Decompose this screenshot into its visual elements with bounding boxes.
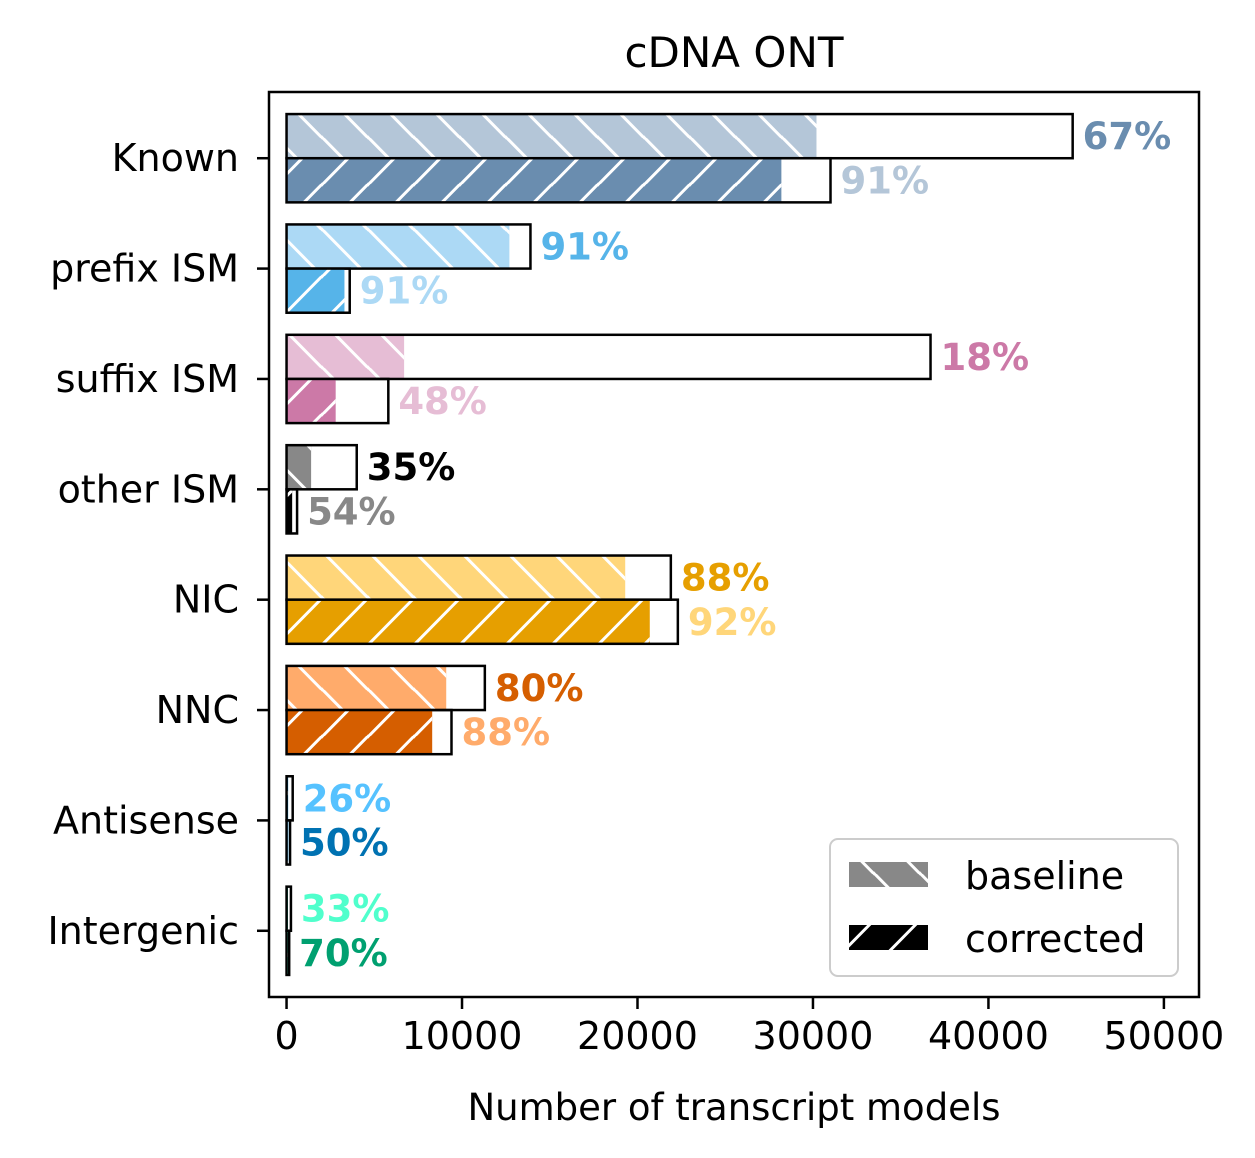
bar-hatch-prefix-ism-corrected xyxy=(286,268,345,313)
bar-hatch-nic-baseline xyxy=(286,555,626,600)
bar-outline-suffix-ism-baseline xyxy=(285,333,932,381)
pct-label-known-baseline: 67% xyxy=(1083,115,1172,158)
bar-outline-known-corrected xyxy=(285,156,832,204)
bar-nic-corrected xyxy=(285,598,680,646)
bar-outline-antisense-baseline xyxy=(285,775,294,822)
x-tick-label-30000: 30000 xyxy=(753,1014,874,1058)
pct-label-nnc-baseline: 80% xyxy=(495,667,584,710)
bar-hatch-other-ism-corrected xyxy=(286,489,293,534)
pct-label-antisense-baseline: 26% xyxy=(303,777,392,820)
bar-outline-antisense-corrected xyxy=(285,819,292,866)
pct-label-intergenic-corrected: 70% xyxy=(299,932,388,975)
pct-label-antisense-corrected: 50% xyxy=(300,821,389,864)
bar-outline-prefix-ism-baseline xyxy=(285,223,532,270)
legend-swatch-corrected xyxy=(849,925,928,950)
percentage-labels: 67%91%91%91%18%48%35%54%88%92%80%88%26%5… xyxy=(299,115,1171,975)
bar-antisense-corrected xyxy=(285,819,292,866)
y-tick-label-suffix-ism: suffix ISM xyxy=(56,357,239,401)
bar-other-ism-baseline xyxy=(285,443,358,491)
bar-hatch-nnc-baseline xyxy=(286,665,447,711)
legend-label-corrected: corrected xyxy=(965,917,1146,961)
y-tick-label-other-ism: other ISM xyxy=(58,467,239,511)
y-tick-label-nic: NIC xyxy=(173,578,239,622)
legend: baseline corrected xyxy=(829,838,1179,977)
y-tick-label-nnc: NNC xyxy=(156,688,239,732)
bar-suffix-ism-corrected xyxy=(285,377,390,425)
pct-label-suffix-ism-corrected: 48% xyxy=(398,380,487,423)
bar-hatch-prefix-ism-baseline xyxy=(286,224,510,269)
bar-hatch-nic-corrected xyxy=(286,599,650,644)
pct-label-known-corrected: 91% xyxy=(841,159,930,202)
bar-hatch-other-ism-baseline xyxy=(286,445,312,490)
bars-layer xyxy=(285,112,1074,977)
bar-hatch-known-corrected xyxy=(286,158,782,203)
bar-prefix-ism-baseline xyxy=(285,223,532,270)
bar-outline-intergenic-baseline xyxy=(285,885,293,933)
pct-label-intergenic-baseline: 33% xyxy=(301,888,390,931)
x-axis-label: Number of transcript models xyxy=(467,1086,1000,1129)
bar-hatch-suffix-ism-corrected xyxy=(286,378,336,424)
bar-outline-nnc-corrected xyxy=(285,708,453,756)
x-tick-label-20000: 20000 xyxy=(577,1014,698,1058)
x-tick-label-0: 0 xyxy=(274,1014,298,1058)
bar-outline-suffix-ism-corrected xyxy=(285,377,390,425)
y-axis: Known prefix ISM suffix ISM other ISM NIC NNC… xyxy=(47,136,269,953)
bar-outline-prefix-ism-corrected xyxy=(285,267,351,314)
bar-intergenic-corrected xyxy=(285,929,291,977)
bar-antisense-baseline xyxy=(285,775,294,822)
x-tick-label-50000: 50000 xyxy=(1103,1014,1224,1058)
pct-label-nic-baseline: 88% xyxy=(681,557,770,600)
bar-suffix-ism-baseline xyxy=(285,333,932,381)
bar-intergenic-baseline xyxy=(285,885,293,933)
pct-label-other-ism-corrected: 54% xyxy=(307,490,396,533)
pct-label-prefix-ism-baseline: 91% xyxy=(540,226,629,269)
pct-label-prefix-ism-corrected: 91% xyxy=(360,270,449,313)
bar-nnc-baseline xyxy=(285,664,487,712)
pct-label-suffix-ism-baseline: 18% xyxy=(941,336,1030,379)
chart-title: cDNA ONT xyxy=(624,28,843,77)
y-tick-label-intergenic: Intergenic xyxy=(47,909,239,953)
bar-outline-other-ism-corrected xyxy=(285,488,299,535)
legend-swatch-baseline xyxy=(849,862,928,887)
bar-known-baseline xyxy=(285,112,1074,160)
bar-outline-other-ism-baseline xyxy=(285,443,358,491)
pct-label-nic-corrected: 92% xyxy=(688,601,777,644)
bar-nnc-corrected xyxy=(285,708,453,756)
bar-hatch-nnc-corrected xyxy=(286,710,433,755)
bar-known-corrected xyxy=(285,156,832,204)
x-tick-label-10000: 10000 xyxy=(402,1014,523,1058)
y-tick-label-antisense: Antisense xyxy=(53,798,239,842)
y-tick-label-known: Known xyxy=(112,136,239,180)
pct-label-other-ism-baseline: 35% xyxy=(367,446,456,489)
pct-label-nnc-corrected: 88% xyxy=(461,711,550,754)
bar-outline-nic-corrected xyxy=(285,598,680,646)
bar-other-ism-corrected xyxy=(285,488,299,535)
bar-hatch-known-baseline xyxy=(286,114,817,159)
plot-frame xyxy=(267,90,1201,999)
bar-nic-baseline xyxy=(285,554,673,601)
x-axis: 0 10000 20000 30000 40000 50000 xyxy=(274,997,1224,1058)
x-tick-label-40000: 40000 xyxy=(928,1014,1049,1058)
bar-outline-intergenic-corrected xyxy=(285,929,291,977)
y-tick-label-prefix-ism: prefix ISM xyxy=(50,247,239,291)
bar-prefix-ism-corrected xyxy=(285,267,351,314)
legend-label-baseline: baseline xyxy=(965,854,1124,898)
bar-hatch-suffix-ism-baseline xyxy=(286,334,405,379)
